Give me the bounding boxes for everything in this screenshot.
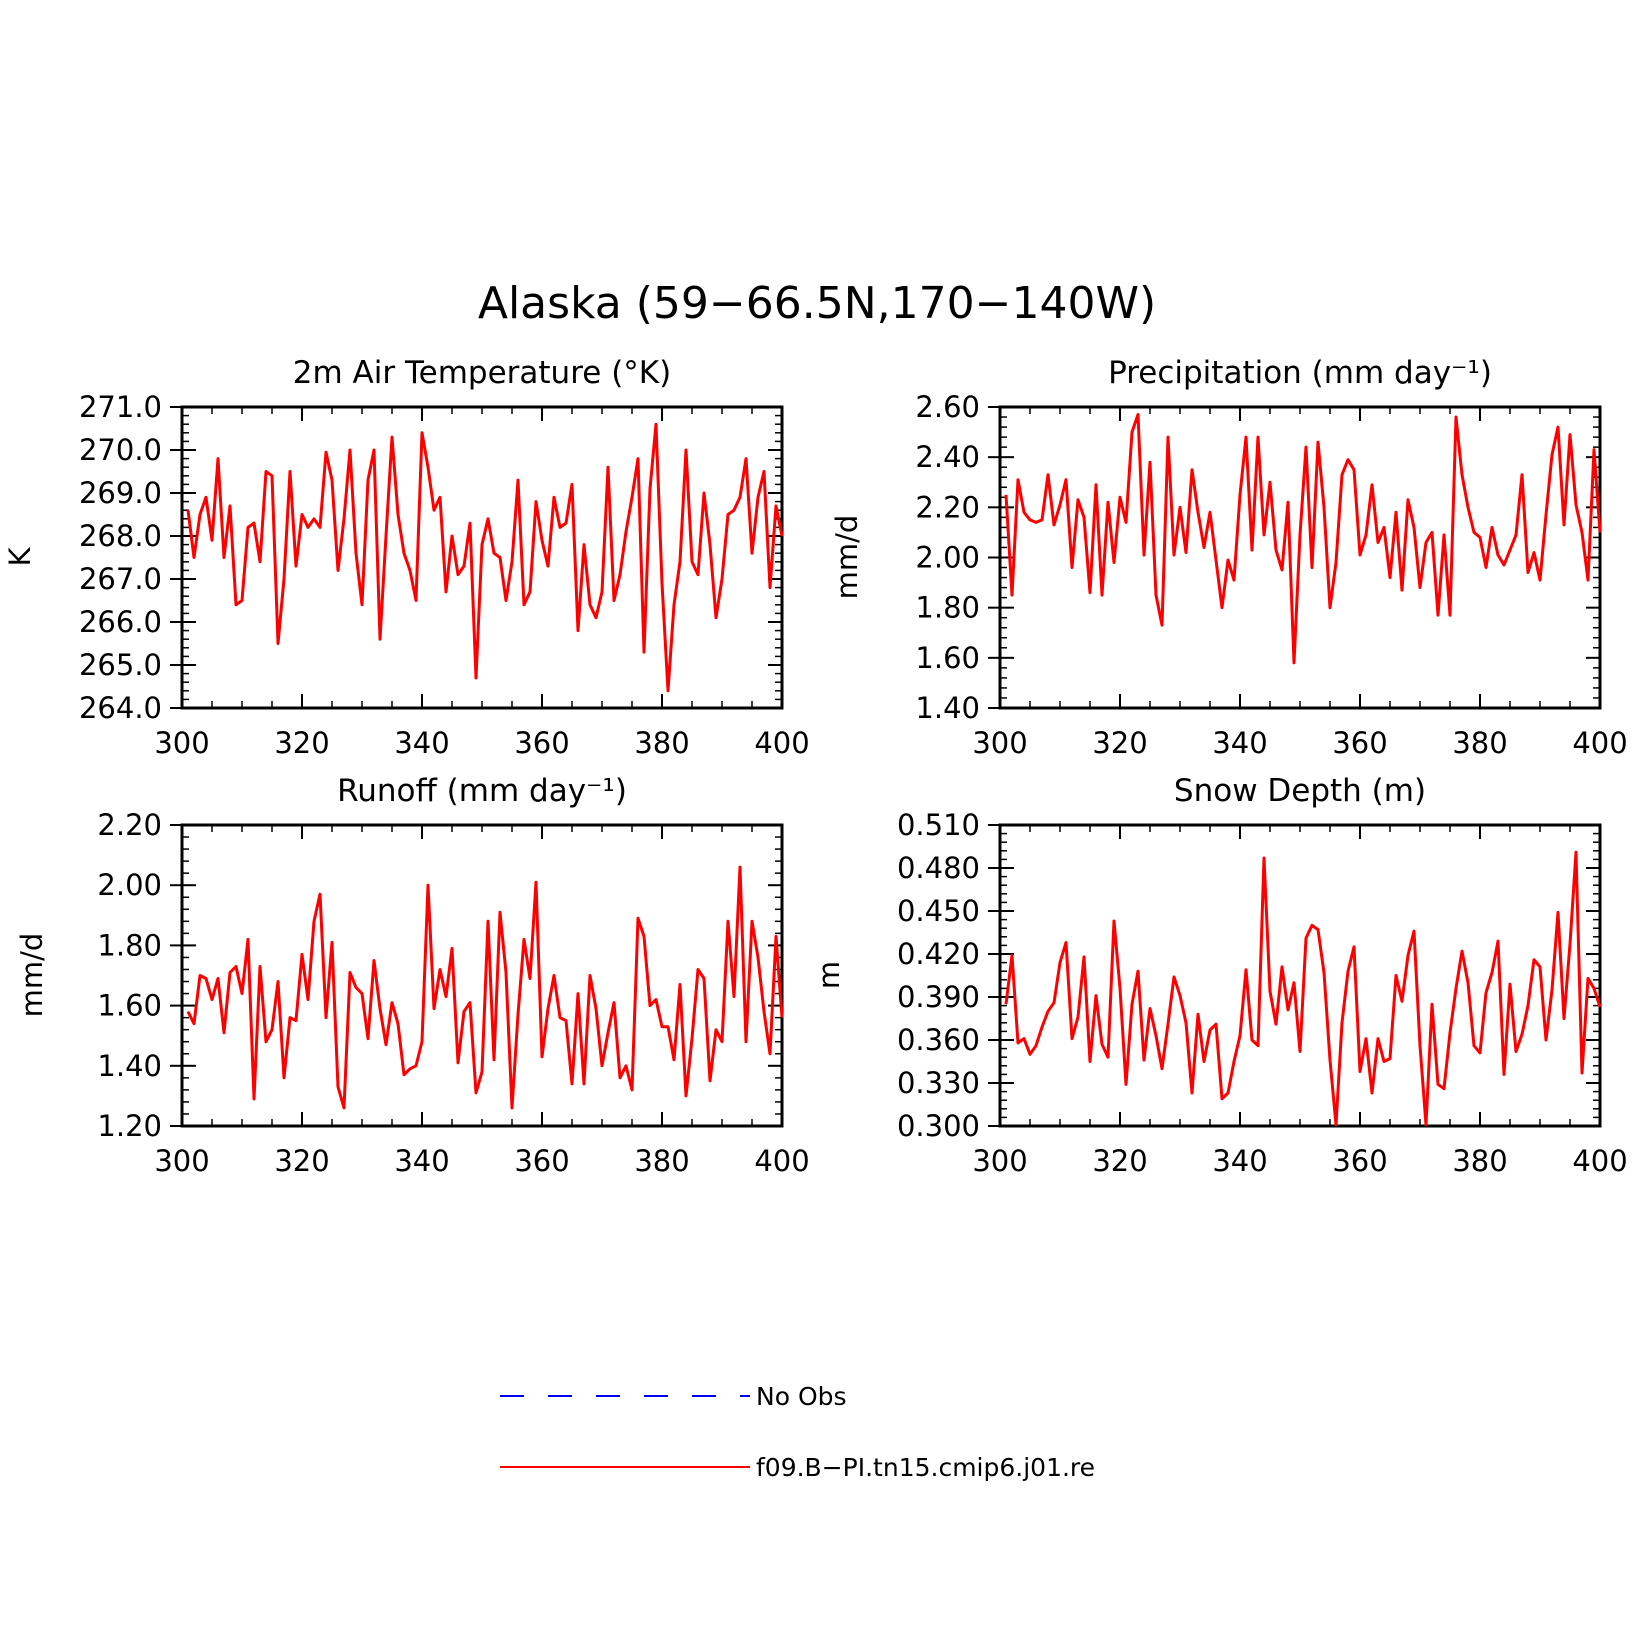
panel-title: Runoff (mm day⁻¹): [337, 773, 627, 809]
x-tick-label: 320: [1092, 726, 1147, 760]
series-line: [186, 865, 784, 1110]
x-tick-label: 300: [154, 1144, 209, 1178]
y-tick-label: 266.0: [79, 605, 162, 639]
y-tick-label: 1.80: [915, 591, 980, 625]
x-tick-label: 360: [1332, 1144, 1387, 1178]
y-tick-label: 267.0: [79, 562, 162, 596]
x-tick-label: 300: [972, 726, 1027, 760]
panel-title: 2m Air Temperature (°K): [293, 355, 671, 391]
x-tick-label: 320: [1092, 1144, 1147, 1178]
y-tick-label: 268.0: [79, 519, 162, 553]
y-tick-label: 1.80: [97, 928, 162, 962]
x-tick-label: 400: [754, 726, 809, 760]
y-tick-label: 270.0: [79, 433, 162, 467]
y-tick-label: 0.510: [897, 808, 980, 842]
legend: No Obs f09.B−PI.tn15.cmip6.j01.re: [500, 1382, 1095, 1482]
x-tick-label: 340: [1212, 726, 1267, 760]
y-tick-label: 0.480: [897, 851, 980, 885]
y-tick-label: 271.0: [79, 390, 162, 424]
x-tick-label: 380: [1452, 1144, 1507, 1178]
plot-frame: [998, 823, 1602, 1128]
x-tick-label: 380: [634, 726, 689, 760]
x-tick-label: 400: [1572, 1144, 1627, 1178]
y-tick-label: 0.450: [897, 894, 980, 928]
x-tick-label: 320: [274, 1144, 329, 1178]
x-tick-label: 340: [1212, 1144, 1267, 1178]
y-tick-label: 0.360: [897, 1023, 980, 1057]
series-line: [1004, 850, 1602, 1127]
x-tick-label: 300: [154, 726, 209, 760]
y-tick-label: 0.300: [897, 1109, 980, 1143]
plot-frame: [180, 823, 784, 1128]
y-tick-label: 2.40: [915, 440, 980, 474]
y-tick-label: 2.60: [915, 390, 980, 424]
x-tick-label: 380: [634, 1144, 689, 1178]
panel-precipitation: Precipitation (mm day⁻¹) mm/d 300 320 340 3…: [830, 355, 1628, 760]
plot-area: 300 320 340 360 380 400 1.40 1.60 1.80 2.00 2.20 2.…: [915, 390, 1627, 760]
y-tick-label: 0.390: [897, 980, 980, 1014]
y-axis-label: mm/d: [830, 515, 864, 600]
panel-title: Snow Depth (m): [1174, 773, 1426, 809]
panel-runoff: Runoff (mm day⁻¹) mm/d 300 320 340 360 380 40…: [15, 773, 810, 1178]
series-line: [1004, 413, 1602, 665]
x-tick-label: 300: [972, 1144, 1027, 1178]
y-tick-label: 1.60: [97, 989, 162, 1023]
y-tick-label: 0.420: [897, 937, 980, 971]
y-axis-label: mm/d: [15, 933, 49, 1018]
panel-air-temperature: 2m Air Temperature (°K) K 300 320 340 360 38…: [3, 355, 810, 760]
y-tick-label: 0.330: [897, 1066, 980, 1100]
y-tick-label: 1.40: [915, 691, 980, 725]
y-axis-label: K: [3, 547, 37, 567]
legend-label-model: f09.B−PI.tn15.cmip6.j01.re: [756, 1453, 1095, 1482]
y-tick-label: 264.0: [79, 691, 162, 725]
x-tick-label: 360: [514, 1144, 569, 1178]
y-tick-label: 1.20: [97, 1109, 162, 1143]
series-line: [186, 422, 784, 693]
x-tick-label: 400: [1572, 726, 1627, 760]
x-tick-label: 340: [394, 726, 449, 760]
legend-label-no-obs: No Obs: [756, 1382, 847, 1411]
x-tick-label: 320: [274, 726, 329, 760]
panel-title: Precipitation (mm day⁻¹): [1108, 355, 1492, 391]
x-tick-label: 360: [1332, 726, 1387, 760]
x-tick-label: 360: [514, 726, 569, 760]
y-tick-label: 2.20: [915, 490, 980, 524]
x-tick-label: 400: [754, 1144, 809, 1178]
panel-snow-depth: Snow Depth (m) m 300 320 340 360 380 400 0.300…: [812, 773, 1628, 1178]
plot-area: 300 320 340 360 380 400 264.0 265.0 266.0 267.0 26…: [79, 390, 810, 760]
plot-area: 300 320 340 360 380 400 1.20 1.40 1.60 1.80 2.00 2.…: [97, 808, 809, 1178]
y-tick-label: 265.0: [79, 648, 162, 682]
plot-area: 300 320 340 360 380 400 0.300 0.330 0.360 0.390 0.…: [897, 808, 1628, 1178]
y-tick-label: 269.0: [79, 476, 162, 510]
y-tick-label: 1.40: [97, 1049, 162, 1083]
figure-title: Alaska (59−66.5N,170−140W): [478, 278, 1156, 329]
y-tick-label: 2.20: [97, 808, 162, 842]
y-tick-label: 2.00: [97, 868, 162, 902]
x-tick-label: 380: [1452, 726, 1507, 760]
y-axis-label: m: [812, 961, 846, 989]
x-tick-label: 340: [394, 1144, 449, 1178]
y-tick-label: 1.60: [915, 641, 980, 675]
y-tick-label: 2.00: [915, 541, 980, 575]
